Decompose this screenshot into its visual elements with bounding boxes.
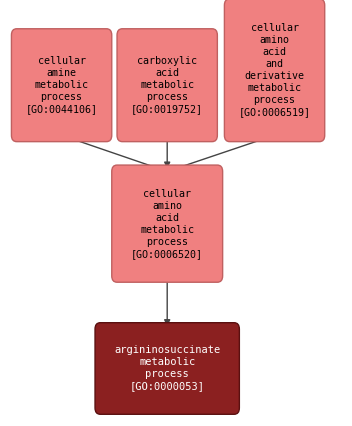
Text: argininosuccinate
metabolic
process
[GO:0000053]: argininosuccinate metabolic process [GO:… — [114, 345, 220, 391]
FancyBboxPatch shape — [225, 0, 325, 141]
FancyBboxPatch shape — [95, 323, 239, 414]
Text: cellular
amino
acid
metabolic
process
[GO:0006520]: cellular amino acid metabolic process [G… — [131, 189, 203, 259]
FancyBboxPatch shape — [117, 29, 217, 141]
FancyBboxPatch shape — [11, 29, 112, 141]
Text: carboxylic
acid
metabolic
process
[GO:0019752]: carboxylic acid metabolic process [GO:00… — [131, 56, 203, 114]
Text: cellular
amine
metabolic
process
[GO:0044106]: cellular amine metabolic process [GO:004… — [26, 56, 98, 114]
Text: cellular
amino
acid
and
derivative
metabolic
process
[GO:0006519]: cellular amino acid and derivative metab… — [239, 23, 310, 117]
FancyBboxPatch shape — [112, 165, 222, 282]
